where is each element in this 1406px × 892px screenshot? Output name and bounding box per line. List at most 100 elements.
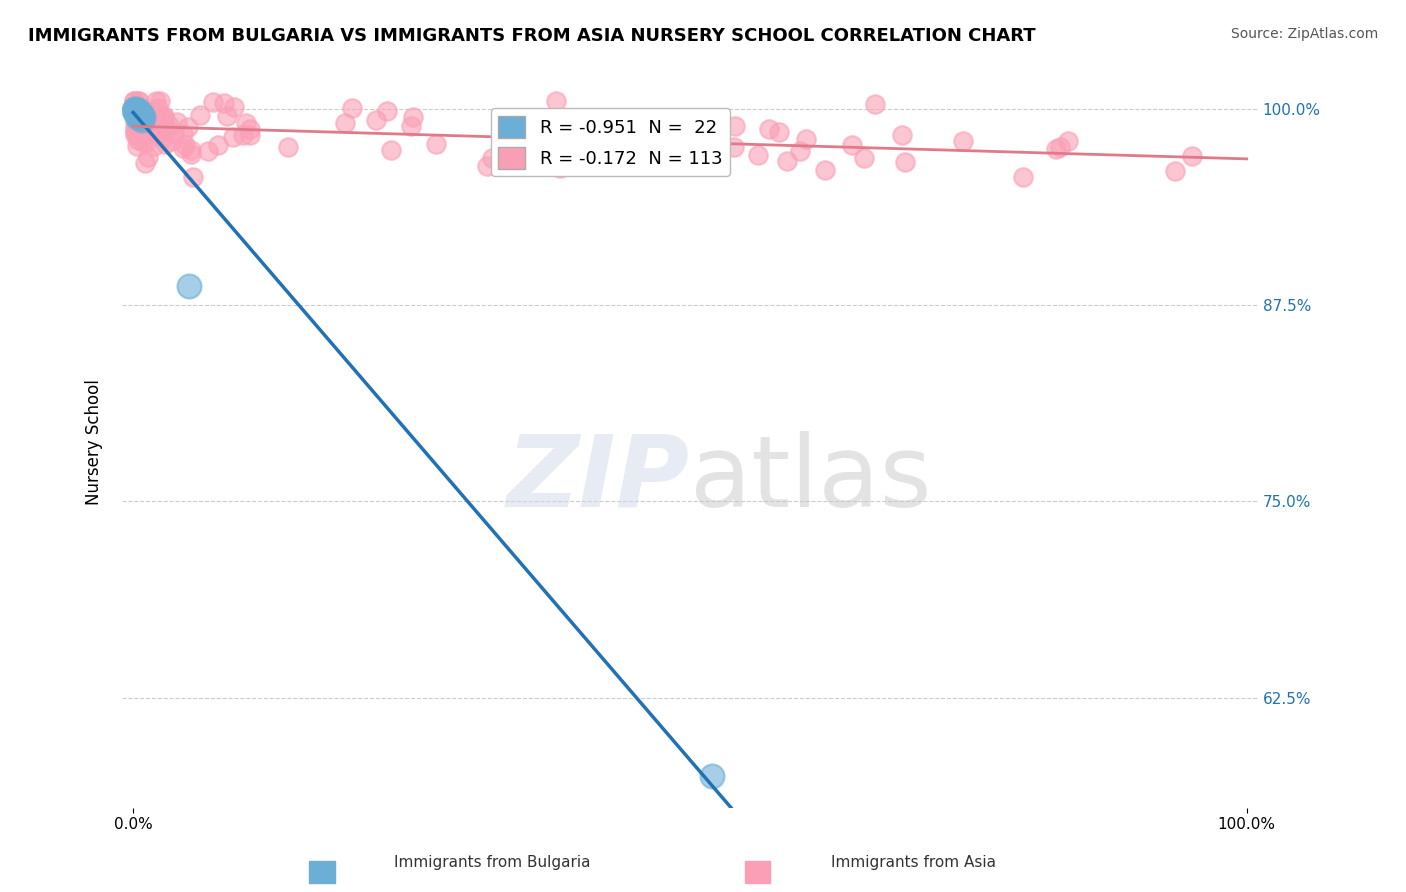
Point <box>425 137 447 152</box>
Point <box>814 163 837 178</box>
Point <box>702 141 724 155</box>
Point <box>163 126 186 140</box>
Point <box>124 125 146 139</box>
Point <box>180 143 202 157</box>
Text: Immigrants from Asia: Immigrants from Asia <box>831 855 997 870</box>
Point <box>146 127 169 141</box>
Point <box>152 109 174 123</box>
Point <box>841 137 863 152</box>
Point <box>129 112 152 126</box>
Text: Immigrants from Bulgaria: Immigrants from Bulgaria <box>394 855 591 870</box>
Point <box>475 159 498 173</box>
Point <box>145 94 167 108</box>
Point <box>128 122 150 136</box>
Point <box>125 139 148 153</box>
Point <box>124 105 146 120</box>
Point <box>235 116 257 130</box>
Point <box>634 120 657 134</box>
Point <box>125 105 148 120</box>
Point <box>215 109 238 123</box>
Point <box>776 153 799 168</box>
Point <box>172 127 194 141</box>
Point <box>142 138 165 153</box>
Point <box>239 128 262 142</box>
Point <box>134 110 156 124</box>
Point <box>277 140 299 154</box>
Point <box>1163 164 1185 178</box>
Text: ZIP: ZIP <box>508 431 690 527</box>
Point <box>138 109 160 123</box>
Point <box>758 121 780 136</box>
Point <box>380 143 402 157</box>
Y-axis label: Nursery School: Nursery School <box>86 380 103 506</box>
Point <box>375 104 398 119</box>
Point <box>132 110 155 124</box>
Point <box>794 132 817 146</box>
Point <box>491 130 513 145</box>
Point <box>166 114 188 128</box>
Point <box>131 108 153 122</box>
Point <box>852 151 875 165</box>
Point <box>789 144 811 158</box>
Point <box>124 103 146 118</box>
Point <box>333 116 356 130</box>
Point <box>128 106 150 120</box>
Point <box>481 151 503 165</box>
Point <box>127 94 149 108</box>
Point <box>125 110 148 124</box>
Point <box>747 148 769 162</box>
Point <box>132 135 155 149</box>
Point <box>128 105 150 120</box>
Point <box>197 144 219 158</box>
Point <box>540 136 562 150</box>
Point <box>142 103 165 118</box>
Point <box>724 119 747 133</box>
Point <box>1012 169 1035 184</box>
Point <box>160 134 183 148</box>
Point <box>723 139 745 153</box>
Point <box>135 128 157 142</box>
Point <box>127 106 149 120</box>
Point <box>690 134 713 148</box>
Point <box>651 126 673 140</box>
Point <box>134 156 156 170</box>
Point <box>128 125 150 139</box>
Point <box>127 105 149 120</box>
Point <box>1181 149 1204 163</box>
Point <box>202 95 225 109</box>
Point <box>128 114 150 128</box>
Point <box>129 108 152 122</box>
Point <box>127 103 149 118</box>
Point <box>125 106 148 120</box>
Point <box>180 147 202 161</box>
Point <box>153 136 176 151</box>
Point <box>952 134 974 148</box>
Point <box>125 106 148 120</box>
Text: atlas: atlas <box>690 431 932 527</box>
Point <box>619 120 641 135</box>
Point <box>152 112 174 127</box>
Point <box>1045 142 1067 156</box>
Point <box>340 101 363 115</box>
Point <box>124 94 146 108</box>
Point <box>364 113 387 128</box>
Point <box>124 128 146 143</box>
Point <box>401 120 423 134</box>
Point <box>129 123 152 137</box>
Point <box>127 108 149 122</box>
Text: Source: ZipAtlas.com: Source: ZipAtlas.com <box>1230 27 1378 41</box>
Point <box>125 105 148 120</box>
Point <box>546 94 568 108</box>
Point <box>159 118 181 132</box>
Point <box>134 103 156 118</box>
Point <box>702 769 724 783</box>
Point <box>768 125 790 139</box>
Point <box>222 100 245 114</box>
Point <box>124 94 146 108</box>
Point <box>138 150 160 164</box>
Point <box>134 119 156 133</box>
Point <box>232 128 254 143</box>
Point <box>891 128 914 142</box>
Point <box>893 154 915 169</box>
Point <box>131 112 153 127</box>
